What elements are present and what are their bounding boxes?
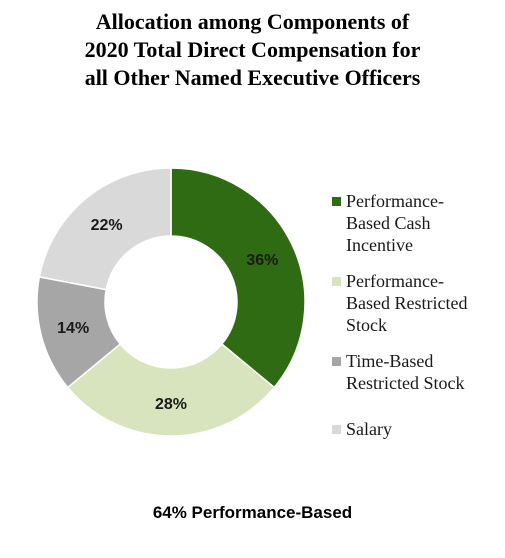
legend-label-line: Based Restricted — [346, 293, 468, 313]
legend-label-line: Salary — [346, 419, 392, 439]
legend-label-line: Performance- — [346, 191, 444, 211]
chart-title-line-1: Allocation among Components of — [95, 9, 410, 34]
legend-label-line: Based Cash — [346, 213, 431, 233]
legend-label-line: Restricted Stock — [346, 373, 465, 393]
legend-item-performance-stock: Performance- Based Restricted Stock — [332, 270, 502, 336]
chart-footer-note: 64% Performance-Based — [152, 503, 353, 522]
legend-swatch-salary — [332, 425, 341, 434]
legend-label-line: Performance- — [346, 271, 444, 291]
slice-performance-stock — [66, 343, 276, 437]
legend-item-salary: Salary — [332, 418, 502, 440]
legend-item-performance-cash: Performance- Based Cash Incentive — [332, 190, 502, 256]
slice-performance-cash — [170, 167, 306, 389]
chart-title-line-2: 2020 Total Direct Compensation for — [84, 37, 421, 62]
legend-label-line: Stock — [346, 315, 388, 335]
slice-salary — [38, 167, 172, 291]
legend-label-line: Time-Based — [346, 351, 434, 371]
slice-label-performance-stock: 28% — [155, 396, 187, 413]
chart-title: Allocation among Components of 2020 Tota… — [0, 8, 505, 92]
slice-label-salary: 22% — [91, 217, 123, 234]
chart-title-line-3: all Other Named Executive Officers — [84, 65, 421, 90]
slice-label-performance-cash: 36% — [246, 252, 278, 269]
chart-legend: Performance- Based Cash Incentive Perfor… — [332, 190, 502, 454]
legend-item-time-stock: Time-Based Restricted Stock — [332, 350, 502, 394]
legend-swatch-performance-stock — [332, 277, 341, 286]
slice-label-time-stock: 14% — [57, 320, 89, 337]
legend-label-line: Incentive — [346, 235, 413, 255]
legend-swatch-time-stock — [332, 357, 341, 366]
legend-swatch-performance-cash — [332, 197, 341, 206]
